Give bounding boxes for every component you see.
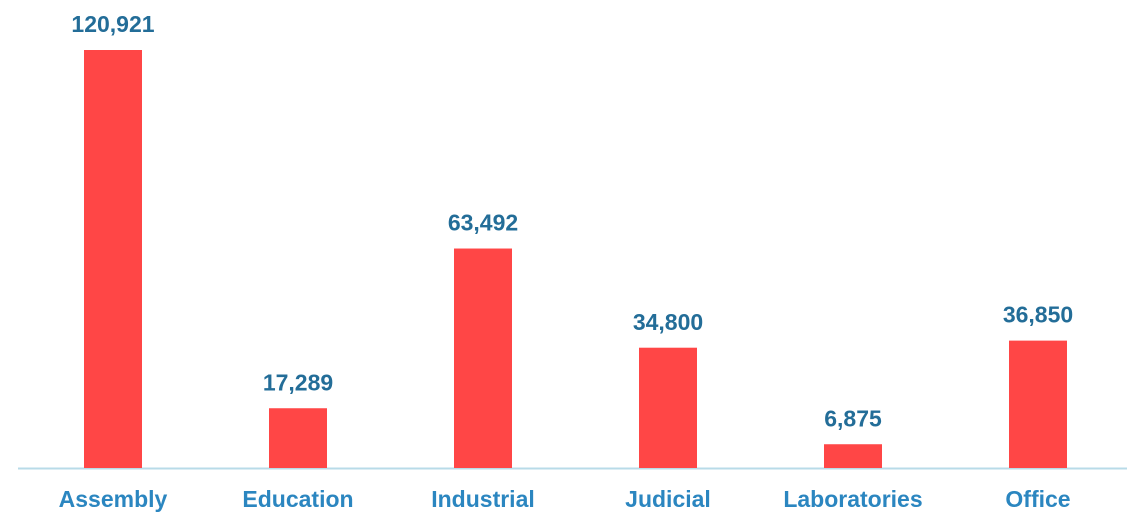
x-tick-label: Assembly	[59, 486, 168, 512]
value-label: 36,850	[1003, 302, 1073, 328]
value-label: 6,875	[824, 405, 882, 431]
x-tick-label: Industrial	[431, 486, 535, 512]
value-label: 17,289	[263, 369, 333, 395]
bar	[1009, 340, 1067, 468]
bar	[639, 347, 697, 468]
bar	[84, 50, 142, 468]
value-label: 120,921	[71, 11, 154, 37]
value-label: 34,800	[633, 309, 703, 335]
bar	[824, 444, 882, 468]
bar	[454, 248, 512, 468]
bar	[269, 408, 327, 468]
x-tick-label: Laboratories	[783, 486, 922, 512]
value-label: 63,492	[448, 210, 518, 236]
x-tick-label: Office	[1005, 486, 1070, 512]
x-tick-label: Education	[242, 486, 353, 512]
x-tick-label: Judicial	[625, 486, 711, 512]
